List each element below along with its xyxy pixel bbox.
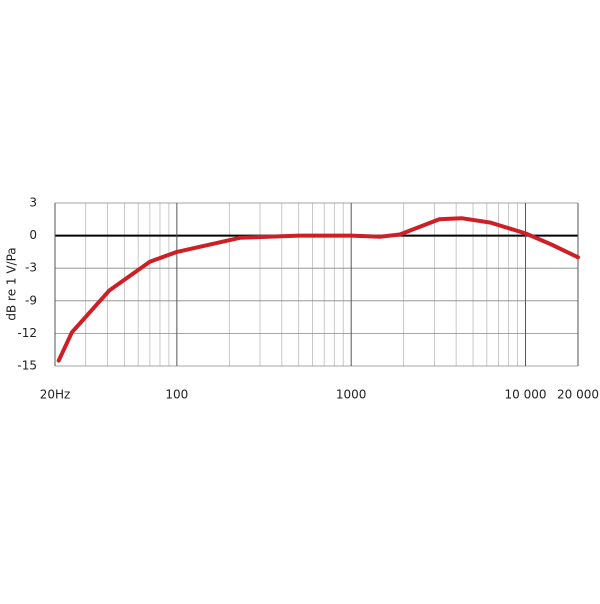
y-tick-label: 0 [29,228,37,242]
y-tick-label: 3 [29,196,37,210]
y-tick-label: -3 [25,261,37,275]
y-tick-label: -12 [17,326,37,340]
x-tick-label: 20Hz [40,388,71,402]
x-tick-label: 10 000 [505,388,547,402]
x-tick-label: 1000 [336,388,367,402]
y-axis-label: dB re 1 V/Pa [5,247,19,320]
y-tick-label: -9 [25,293,37,307]
x-tick-label: 100 [165,388,188,402]
response-line [56,216,580,363]
y-tick-label: -15 [17,359,37,373]
x-tick-label: 20 000 [557,388,599,402]
